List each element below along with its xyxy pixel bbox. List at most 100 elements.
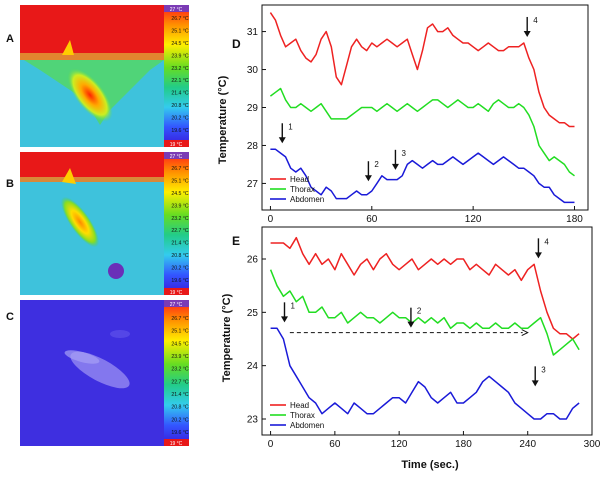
scale-tick-label: 25.1 °C xyxy=(171,329,189,335)
annotation-label: 1 xyxy=(288,122,293,131)
annotation-label: 2 xyxy=(374,160,379,169)
scale-top-c: 27 °C xyxy=(170,302,183,308)
x-tick-label: 60 xyxy=(366,214,378,225)
thermal-panel-b: B 27 °C 19 °C 26.7 °C 25.1 °C 24.5 °C 23.9 … xyxy=(6,152,189,296)
y-tick-label: 25 xyxy=(247,308,259,319)
droplet-b xyxy=(108,263,124,279)
chart-e-ylabel: Temperature (°C) xyxy=(221,293,233,382)
scale-tick-label: 25.1 °C xyxy=(171,178,189,184)
scale-bottom-a: 19 °C xyxy=(170,142,183,148)
scale-top-a: 27 °C xyxy=(170,7,183,13)
scale-tick-label: 23.9 °C xyxy=(171,354,189,360)
annotation-label: 2 xyxy=(417,307,422,316)
y-tick-label: 26 xyxy=(247,255,259,266)
y-tick-label: 24 xyxy=(247,361,259,372)
legend-label-abdomen: Abdomen xyxy=(290,421,324,430)
annotation-label: 3 xyxy=(541,365,546,374)
y-tick-label: 28 xyxy=(247,141,259,152)
annotation-arrowhead xyxy=(523,30,531,37)
scale-tick-label: 26.7 °C xyxy=(171,16,189,22)
x-tick-label: 0 xyxy=(268,439,274,450)
y-tick-label: 23 xyxy=(247,415,259,426)
y-tick-label: 31 xyxy=(247,27,259,38)
scale-tick-label: 19.6 °C xyxy=(171,278,189,284)
x-tick-label: 60 xyxy=(329,439,341,450)
scale-tick-label: 20.8 °C xyxy=(171,253,189,259)
legend-label-head: Head xyxy=(290,175,309,184)
scale-tick-label: 21.4 °C xyxy=(171,392,189,398)
scale-tick-label: 24.5 °C xyxy=(171,191,189,197)
x-tick-label: 120 xyxy=(391,439,408,450)
y-tick-label: 29 xyxy=(247,103,259,114)
annotation-label: 4 xyxy=(533,16,538,25)
chart-e-panel-label: E xyxy=(232,234,240,248)
bee-thermal-a xyxy=(67,68,113,122)
chart-d-ylabel: Temperature (°C) xyxy=(217,75,229,164)
annotation-arrowhead xyxy=(534,252,542,259)
scale-bottom-c: 19 °C xyxy=(170,441,183,447)
annotation-arrowhead xyxy=(364,175,372,182)
series-line-abdomen xyxy=(270,327,580,420)
scale-tick-label: 25.1 °C xyxy=(171,28,189,34)
x-tick-label: 240 xyxy=(519,439,536,450)
color-scale-c xyxy=(164,300,189,446)
scale-tick-label: 21.4 °C xyxy=(171,241,189,247)
scale-tick-label: 20.2 °C xyxy=(171,116,189,122)
bee-thermal-b xyxy=(60,196,100,248)
scale-tick-label: 22.7 °C xyxy=(171,379,189,385)
x-tick-label: 0 xyxy=(268,214,274,225)
hot-background-a xyxy=(20,5,164,53)
legend-label-thorax: Thorax xyxy=(290,185,315,194)
annotation-arrowhead xyxy=(278,137,286,144)
annotation-arrowhead xyxy=(531,380,539,387)
scale-tick-label: 23.2 °C xyxy=(171,66,189,72)
annotation-arrowhead xyxy=(407,321,415,328)
legend-label-thorax: Thorax xyxy=(290,411,315,420)
panel-label-b: B xyxy=(6,178,14,190)
scale-tick-label: 20.2 °C xyxy=(171,417,189,423)
thermal-panel-a: A 27 °C 19 °C 26.7 °C 25.1 °C 24.5 °C 23.9 … xyxy=(6,5,189,148)
x-tick-label: 180 xyxy=(455,439,472,450)
scale-tick-label: 24.5 °C xyxy=(171,341,189,347)
legend-label-abdomen: Abdomen xyxy=(290,195,324,204)
color-scale-b xyxy=(164,152,189,295)
scale-tick-label: 26.7 °C xyxy=(171,166,189,172)
scale-tick-label: 23.9 °C xyxy=(171,53,189,59)
x-tick-label: 300 xyxy=(584,439,600,450)
chart-e-xlabel: Time (sec.) xyxy=(401,459,459,471)
legend-label-head: Head xyxy=(290,401,309,410)
series-line-head xyxy=(269,12,575,128)
scale-tick-label: 21.4 °C xyxy=(171,91,189,97)
scale-tick-label: 26.7 °C xyxy=(171,316,189,322)
y-tick-label: 30 xyxy=(247,65,259,76)
scale-top-b: 27 °C xyxy=(170,154,183,160)
scale-tick-label: 23.9 °C xyxy=(171,203,189,209)
scale-tick-label: 19.6 °C xyxy=(171,430,189,436)
thermal-panel-c: C 27 °C 19 °C 26.7 °C 25.1 °C 24.5 °C 23.9 … xyxy=(6,300,189,447)
annotation-arrowhead xyxy=(391,163,399,170)
scale-bottom-b: 19 °C xyxy=(170,290,183,296)
scale-tick-label: 23.2 °C xyxy=(171,216,189,222)
color-scale-a xyxy=(164,5,189,147)
panel-label-c: C xyxy=(6,311,14,323)
hot-background-b xyxy=(20,152,164,177)
series-line-abdomen xyxy=(270,148,575,204)
scale-tick-label: 20.2 °C xyxy=(171,266,189,272)
scale-tick-label: 22.7 °C xyxy=(171,228,189,234)
scale-tick-label: 24.5 °C xyxy=(171,41,189,47)
annotation-label: 4 xyxy=(544,237,549,246)
scale-tick-label: 23.2 °C xyxy=(171,367,189,373)
series-line-thorax xyxy=(269,269,580,356)
scale-tick-label: 20.8 °C xyxy=(171,103,189,109)
y-tick-label: 27 xyxy=(247,179,259,190)
series-line-head xyxy=(270,236,580,340)
annotation-label: 3 xyxy=(401,149,406,158)
plot-frame xyxy=(261,226,593,436)
chart-d-panel-label: D xyxy=(232,37,241,51)
annotation-arrowhead xyxy=(281,316,288,323)
x-tick-label: 180 xyxy=(566,214,583,225)
series-line-thorax xyxy=(269,87,575,177)
scale-tick-label: 20.8 °C xyxy=(171,405,189,411)
